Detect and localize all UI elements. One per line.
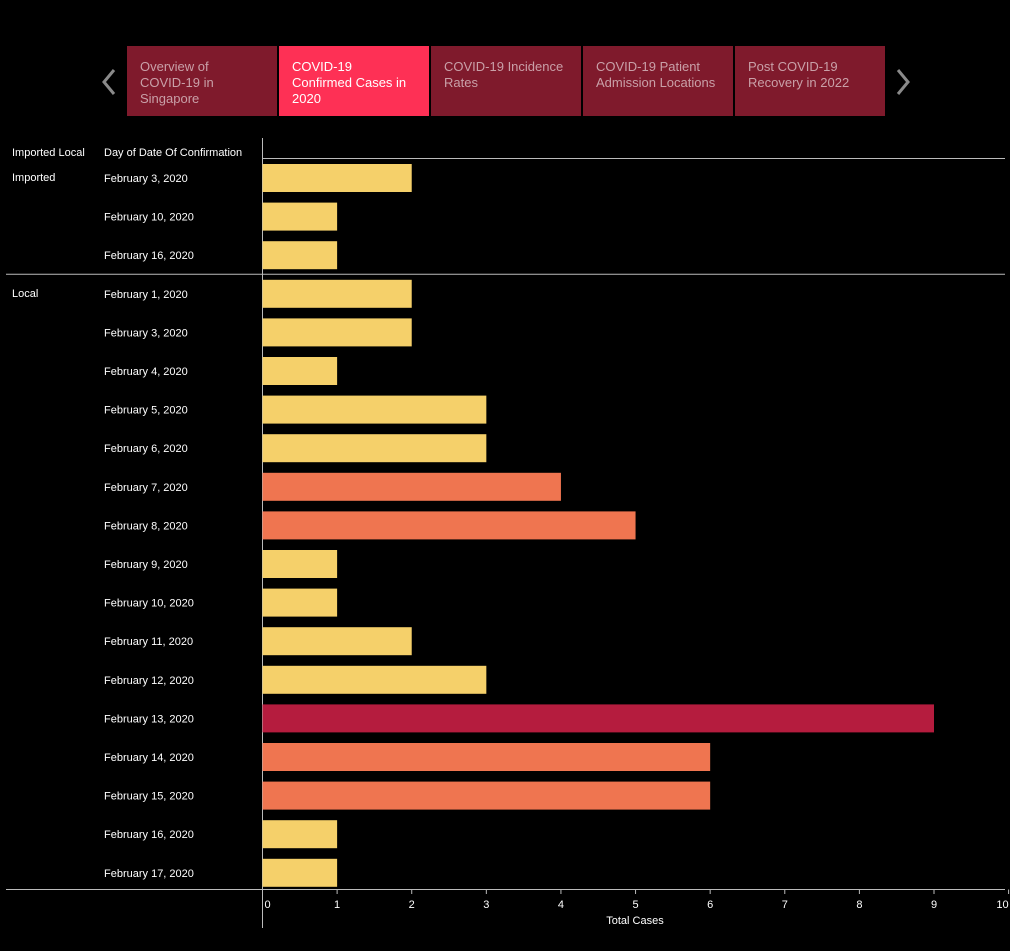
row-label: February 15, 2020	[104, 791, 194, 803]
row-label: February 9, 2020	[104, 559, 188, 571]
bar	[262, 202, 338, 231]
x-tick-label: 6	[707, 899, 713, 911]
bar	[262, 858, 338, 887]
tab-5[interactable]: Post COVID-19 Recovery in 2022	[735, 46, 885, 116]
row-label: February 1, 2020	[104, 289, 188, 301]
tab-label-line: Confirmed Cases in	[292, 75, 407, 90]
row-label: February 3, 2020	[104, 327, 188, 339]
tab-label-line: Singapore	[140, 91, 200, 106]
bar	[262, 279, 412, 308]
row-label: February 8, 2020	[104, 520, 188, 532]
bar	[262, 241, 338, 270]
bar	[262, 704, 934, 733]
bar	[262, 743, 711, 771]
bar	[262, 820, 338, 849]
tab-label-line: 2020	[292, 91, 321, 106]
bar	[262, 434, 487, 463]
x-tick-label: 8	[856, 899, 862, 911]
row-label: February 11, 2020	[104, 636, 193, 648]
bar	[262, 164, 412, 192]
row-label: February 16, 2020	[104, 250, 194, 262]
bar	[262, 588, 338, 617]
tab-label-line: COVID-19 Incidence	[444, 59, 564, 74]
row-label: February 5, 2020	[104, 405, 188, 417]
bar	[262, 357, 338, 385]
group-label-local: Local	[12, 288, 38, 300]
bar	[262, 395, 487, 424]
tab-label-line: Overview of	[140, 59, 209, 74]
x-tick-label: 0	[265, 899, 271, 911]
row-label: February 10, 2020	[104, 598, 194, 610]
x-tick-label: 3	[483, 899, 489, 911]
x-tick-label: 4	[558, 899, 564, 911]
tab-2[interactable]: COVID-19 Confirmed Cases in 2020	[279, 46, 429, 116]
row-label: February 13, 2020	[104, 713, 194, 725]
row-label: February 12, 2020	[104, 675, 194, 687]
tab-label-line: COVID-19	[292, 59, 352, 74]
row-label: February 16, 2020	[104, 829, 194, 841]
tab-label-line: Recovery in 2022	[748, 75, 850, 90]
bar	[262, 781, 711, 810]
row-label: February 7, 2020	[104, 482, 188, 494]
x-tick-label: 9	[931, 899, 937, 911]
row-label: February 14, 2020	[104, 752, 194, 764]
tab-3[interactable]: COVID-19 Incidence Rates	[431, 46, 581, 116]
bar	[262, 627, 412, 656]
row-header-date: Day of Date Of Confirmation	[104, 147, 242, 159]
tab-1[interactable]: Overview of COVID-19 in Singapore	[127, 46, 277, 116]
group-label-imported: Imported	[12, 172, 55, 184]
tab-label-line: COVID-19 in	[140, 75, 214, 90]
row-label: February 10, 2020	[104, 212, 194, 224]
story-navigation: Overview of COVID-19 in Singapore COVID-19 C…	[0, 46, 1010, 116]
bar	[262, 472, 561, 501]
row-label: February 6, 2020	[104, 443, 188, 455]
bar	[262, 550, 338, 578]
tab-label-line: Rates	[444, 75, 478, 90]
bar	[262, 665, 487, 694]
x-tick-label: 1	[334, 899, 340, 911]
chevron-right-icon[interactable]	[888, 62, 918, 102]
bar	[262, 511, 636, 540]
bar	[262, 318, 412, 347]
x-tick-label: 5	[632, 899, 638, 911]
tab-4[interactable]: COVID-19 Patient Admission Locations	[583, 46, 733, 116]
row-label: February 4, 2020	[104, 366, 188, 378]
x-tick-label: 10	[996, 899, 1008, 911]
x-axis-title: Total Cases	[606, 915, 664, 927]
row-label: February 3, 2020	[104, 173, 188, 185]
tab-label-line: COVID-19 Patient	[596, 59, 701, 74]
row-header-imported-local: Imported Local	[12, 147, 85, 159]
x-tick-label: 2	[409, 899, 415, 911]
x-tick-label: 7	[782, 899, 788, 911]
tab-label-line: Post COVID-19	[748, 59, 838, 74]
row-label: February 17, 2020	[104, 868, 194, 880]
tab-label-line: Admission Locations	[596, 75, 716, 90]
chevron-left-icon[interactable]	[94, 62, 124, 102]
